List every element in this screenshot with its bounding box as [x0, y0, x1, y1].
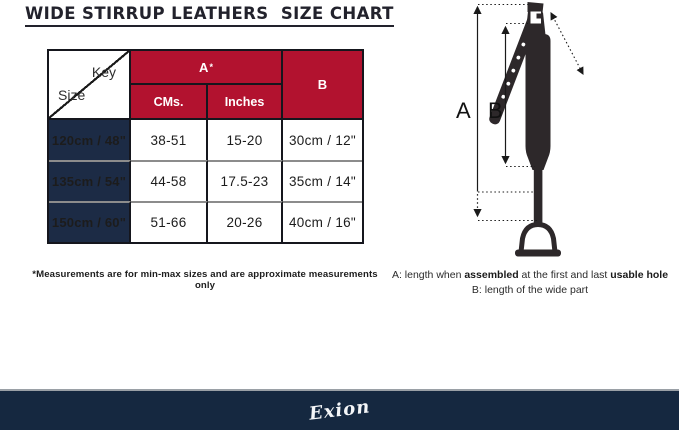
- row-size-135: 135cm / 54": [49, 160, 131, 201]
- column-header-a: A *: [131, 51, 283, 85]
- column-header-a-asterisk: *: [209, 62, 213, 72]
- row-135-inches: 17.5-23: [208, 160, 283, 201]
- row-120-b: 30cm / 12": [283, 118, 362, 160]
- corner-size-label: Size: [58, 87, 86, 103]
- page-title: WIDE STIRRUP LEATHERS SIZE CHART: [25, 4, 394, 27]
- row-150-b: 40cm / 16": [283, 201, 362, 242]
- diagram-label-b: B: [488, 98, 503, 123]
- measure-line-diagonal: [550, 12, 584, 75]
- footnote: *Measurements are for min-max sizes and …: [32, 269, 378, 291]
- row-size-120: 120cm / 48": [49, 118, 131, 160]
- size-table: Key Size A * B CMs. Inches 120cm / 48" 38…: [47, 49, 364, 244]
- table-corner-cell: Key Size: [49, 51, 131, 118]
- corner-key-label: Key: [91, 64, 116, 80]
- footer-divider: [0, 389, 679, 391]
- column-header-b: B: [283, 51, 362, 118]
- main-strap-shape: [525, 2, 551, 228]
- diagram-caption: A: length when assembled at the first an…: [381, 268, 679, 298]
- subheader-inches: Inches: [208, 85, 283, 118]
- row-120-cms: 38-51: [131, 118, 208, 160]
- diagram-label-a: A: [456, 98, 471, 123]
- measure-line-b: [501, 22, 535, 168]
- subheader-cms: CMs.: [131, 85, 208, 118]
- stirrup-iron-shape: [515, 222, 561, 257]
- row-120-inches: 15-20: [208, 118, 283, 160]
- brand-logo: Exion: [307, 396, 372, 425]
- row-150-cms: 51-66: [131, 201, 208, 242]
- caption-line-a: A: length when assembled at the first an…: [391, 269, 669, 281]
- stirrup-leather-illustration: A B: [456, 2, 584, 257]
- buckle-icon: [530, 11, 541, 24]
- row-135-b: 35cm / 14": [283, 160, 362, 201]
- column-header-a-label: A: [199, 59, 209, 75]
- measure-line-a: [473, 3, 537, 222]
- page-title-wrap: WIDE STIRRUP LEATHERS SIZE CHART: [25, 4, 394, 27]
- caption-line-b: B: length of the wide part: [471, 284, 589, 296]
- row-size-150: 150cm / 60": [49, 201, 131, 242]
- row-150-inches: 20-26: [208, 201, 283, 242]
- row-135-cms: 44-58: [131, 160, 208, 201]
- footer-bar: Exion: [0, 391, 679, 430]
